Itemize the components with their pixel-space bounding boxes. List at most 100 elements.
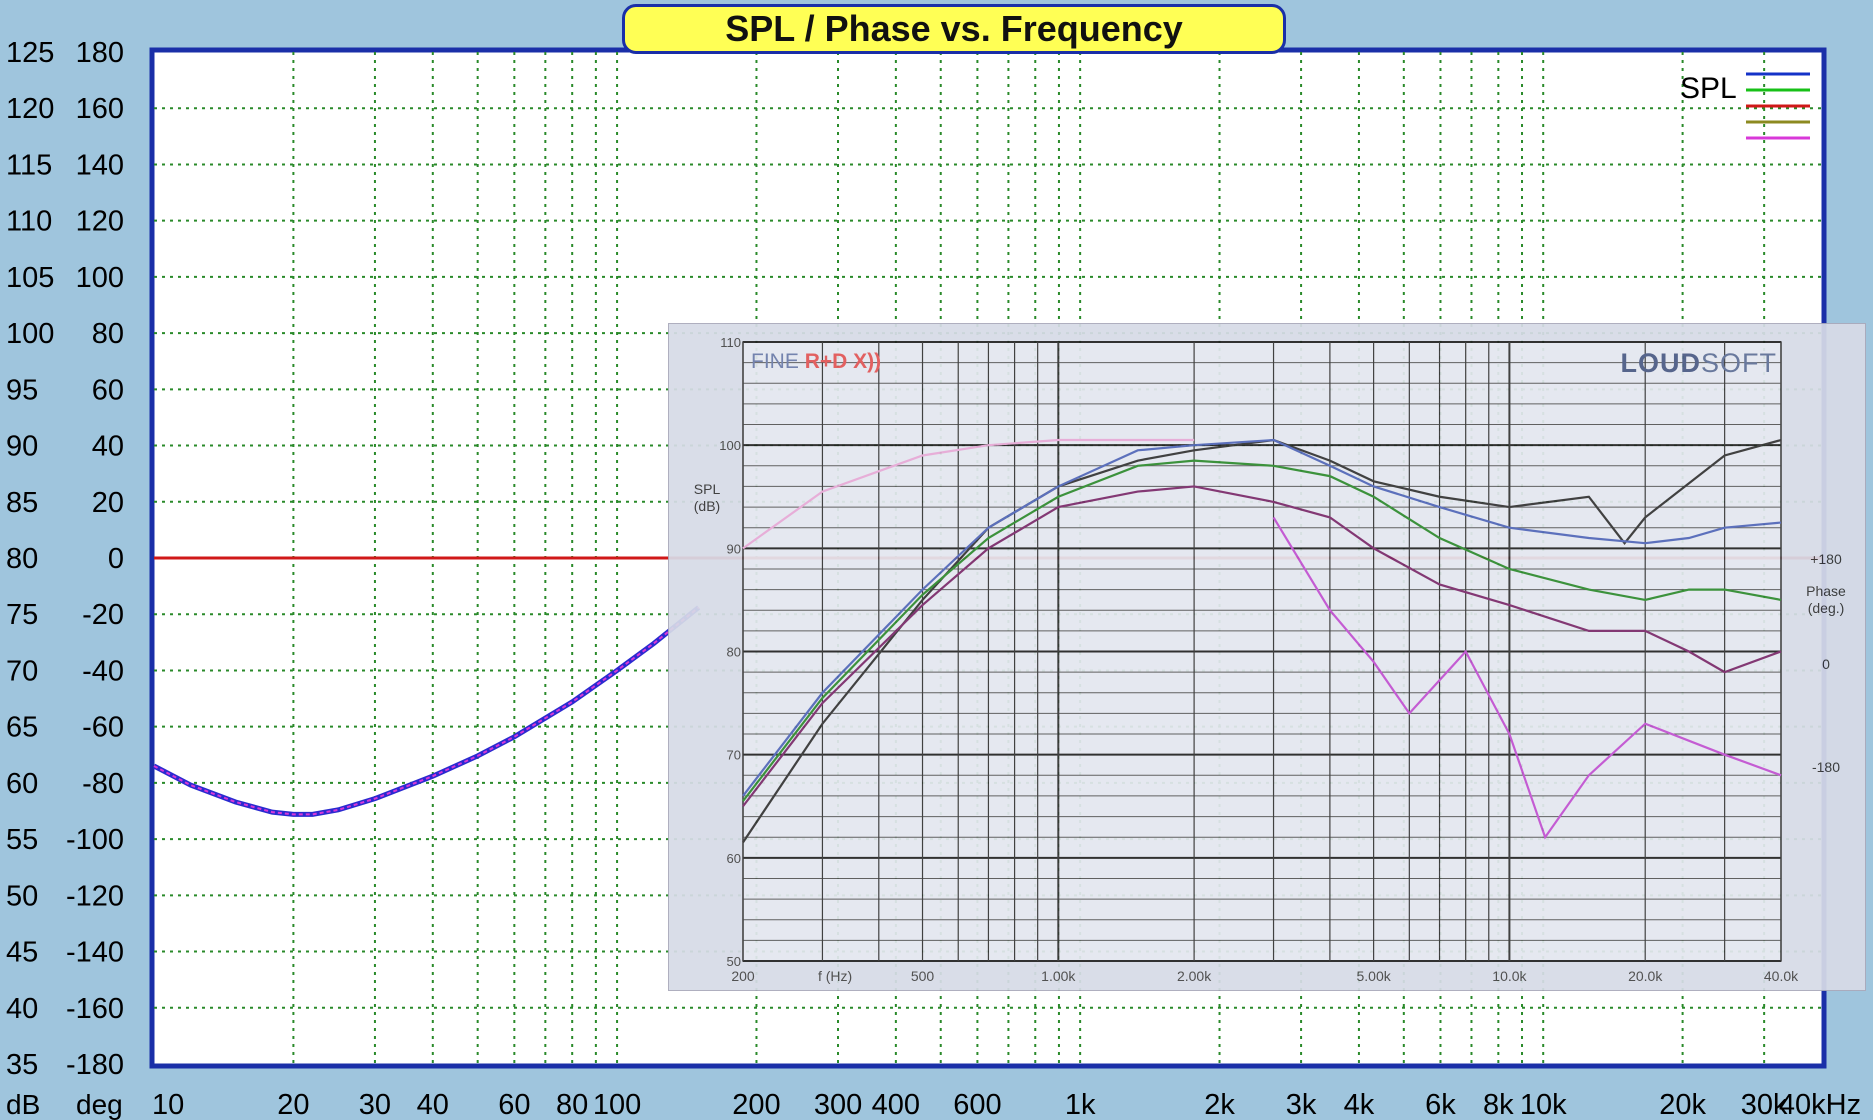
y-tick-label: 55: [6, 824, 38, 856]
y2-tick-label: 160: [76, 93, 124, 125]
x-tick-labels: 10 20 30 40 60 80 100 200 300 400 600 1k 2k 3k 4k 6k 8k 1…: [152, 1089, 1861, 1120]
x-tick-label: 40: [417, 1089, 449, 1120]
y2-tick-label: 40: [92, 431, 124, 463]
x-tick-label: 60: [498, 1089, 530, 1120]
inset-y-tick-label: 110: [720, 335, 741, 350]
x-tick-label: 20k: [1659, 1089, 1706, 1120]
inset-x-tick-label: 1.00k: [1041, 968, 1076, 984]
y-axis-unit-label: dB: [6, 1089, 40, 1120]
y-tick-label: 120: [6, 93, 54, 125]
y2-axis-unit-label: deg: [76, 1089, 123, 1120]
x-tick-label: 100: [593, 1089, 641, 1120]
x-tick-label: 40kHz: [1779, 1089, 1861, 1120]
x-tick-label: 20: [277, 1089, 309, 1120]
inset-series-line: [742, 438, 1782, 797]
inset-x-tick-label: 10.0k: [1492, 968, 1527, 984]
x-tick-label: 300: [814, 1089, 862, 1120]
inset-x-tick-label: 20.0k: [1628, 968, 1663, 984]
inset-y2-tick-label: 0: [1822, 656, 1830, 672]
y-tick-label: 40: [6, 993, 38, 1025]
brand-soft-text: SOFT: [1701, 348, 1777, 378]
y2-tick-label: 80: [92, 318, 124, 350]
inset-y-axis-label-line: (dB): [694, 498, 720, 514]
y-tick-label: 75: [6, 599, 38, 631]
y2-tick-label: 60: [92, 374, 124, 406]
y-tick-label: 110: [6, 206, 52, 238]
inset-y2-axis-label-line: (deg.): [1808, 600, 1845, 616]
x-tick-label: 30: [359, 1089, 391, 1120]
y-tick-label: 50: [6, 880, 38, 912]
inset-y2-tick-label: +180: [1810, 551, 1842, 567]
y-tick-label: 125: [6, 37, 54, 69]
x-tick-label: 200: [732, 1089, 780, 1120]
chart-title: SPL / Phase vs. Frequency: [622, 4, 1286, 54]
y2-tick-label: -100: [66, 824, 124, 856]
brand-fine: FINE R+D X)): [751, 350, 881, 374]
inset-series-line: [1272, 516, 1782, 840]
x-tick-label: 3k: [1286, 1089, 1317, 1120]
y2-tick-label: 140: [76, 149, 124, 181]
y2-tick-label: -80: [82, 768, 124, 800]
inset-x-tick-label: 2.00k: [1177, 968, 1212, 984]
y2-tick-label: 100: [76, 262, 124, 294]
legend-swatches: [1746, 72, 1810, 140]
inset-y-tick-label: 60: [727, 851, 741, 866]
y-tick-label: 100: [6, 318, 54, 350]
inset-x-tick-label: 500: [911, 968, 935, 984]
inset-x-tick-label: 200: [731, 968, 755, 984]
y2-tick-label: 180: [76, 37, 124, 69]
y2-tick-label: -40: [82, 655, 124, 687]
y2-tick-label: -160: [66, 993, 124, 1025]
brand-loud-text: LOUD: [1620, 348, 1701, 378]
y-tick-label: 70: [6, 655, 38, 687]
y-tick-label: 85: [6, 487, 38, 519]
y-tick-labels: 35 40 45 50 55 60 65 70 75 80 85 90 95 100 105 110 115 12…: [6, 37, 54, 1081]
inset-y2-tick-label: -180: [1812, 759, 1840, 775]
x-tick-label: 10k: [1520, 1089, 1567, 1120]
legend: SPL: [1650, 68, 1820, 152]
y-tick-label: 65: [6, 712, 38, 744]
inset-y-tick-label: 50: [727, 954, 741, 969]
y2-tick-labels: -180 -160 -140 -120 -100 -80 -60 -40 -20 0 20 40 60 8…: [66, 37, 124, 1081]
y-tick-label: 105: [6, 262, 54, 294]
inset-y2-axis-label: Phase (deg.): [1806, 583, 1846, 616]
x-tick-label: 30k: [1741, 1089, 1788, 1120]
inset-y-axis-label: SPL (dB): [694, 481, 721, 514]
x-tick-label: 10: [152, 1089, 184, 1120]
y-tick-label: 115: [6, 149, 52, 181]
x-tick-label: 4k: [1344, 1089, 1375, 1120]
inset-series-line: [742, 438, 1782, 843]
y2-tick-label: -20: [82, 599, 124, 631]
brand-fine-text: FINE: [751, 350, 799, 373]
y-tick-label: 80: [6, 543, 38, 575]
inset-series-line: [742, 485, 1782, 807]
brand-rdx-text: R+D X)): [804, 350, 882, 373]
y2-tick-label: 0: [108, 543, 124, 575]
inset-series-line: [742, 459, 1782, 802]
legend-label: SPL: [1680, 72, 1737, 105]
y2-tick-label: -180: [66, 1049, 124, 1081]
inset-x-tick-label: 5.00k: [1356, 968, 1391, 984]
y-tick-label: 35: [6, 1049, 38, 1081]
inset-svg: 50 60 70 80 90 100 110 SPL (dB) 200 500 1.00k 2.00k 5…: [694, 335, 1846, 984]
x-tick-label: 2k: [1204, 1089, 1235, 1120]
series-overlay: [153, 606, 700, 816]
x-tick-label: 8k: [1483, 1089, 1514, 1120]
y2-tick-label: -60: [82, 712, 124, 744]
y-tick-label: 45: [6, 937, 38, 969]
inset-x-tick-label: 40.0k: [1764, 968, 1799, 984]
inset-y-tick-label: 100: [719, 438, 741, 453]
y-tick-label: 90: [6, 431, 38, 463]
y-tick-label: 60: [6, 768, 38, 800]
inset-y-tick-label: 70: [727, 748, 741, 763]
y2-tick-label: 120: [76, 206, 124, 238]
y2-tick-label: -120: [66, 880, 124, 912]
inset-series-line: [742, 438, 1195, 550]
x-tick-label: 600: [953, 1089, 1001, 1120]
inset-chart: 50 60 70 80 90 100 110 SPL (dB) 200 500 1.00k 2.00k 5…: [668, 323, 1866, 991]
y2-tick-label: -140: [66, 937, 124, 969]
inset-y-tick-label: 90: [727, 541, 741, 556]
inset-y-tick-label: 80: [727, 645, 741, 660]
inset-x-axis-label: f (Hz): [818, 968, 852, 984]
brand-loudsoft: LOUDSOFT: [1621, 348, 1778, 379]
